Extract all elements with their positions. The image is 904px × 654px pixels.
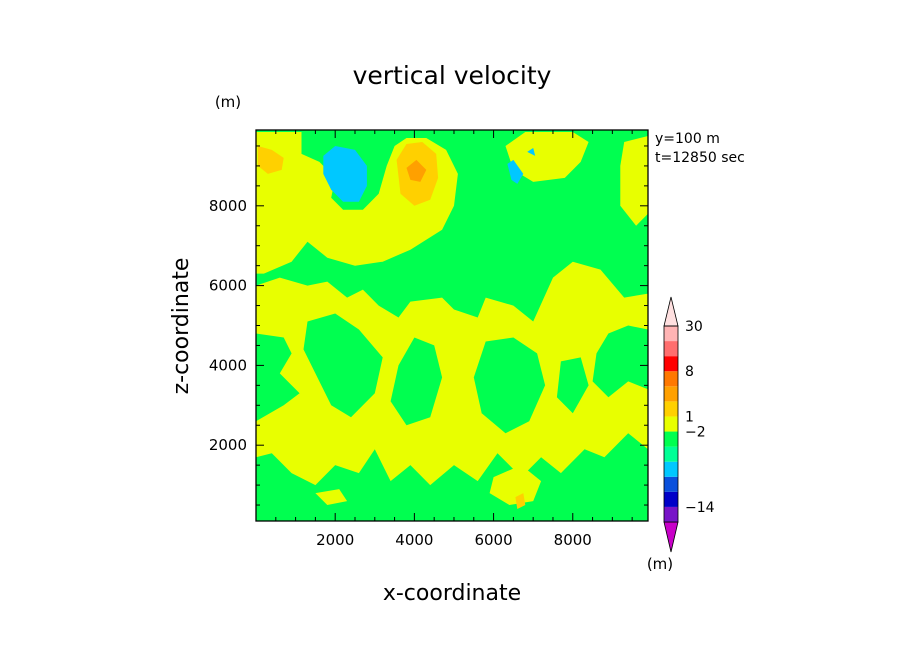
y-tick-label: 6000	[209, 277, 247, 295]
colorbar-band	[664, 491, 678, 507]
colorbar-label: 8	[685, 364, 694, 380]
colorbar-band	[664, 401, 678, 417]
contour-region-1	[256, 132, 260, 134]
plot-area: 2000 4000 6000 8000 2000 4000 6000 8000	[209, 129, 649, 549]
colorbar-unit-label: (m)	[647, 555, 673, 573]
colorbar-label: 1	[685, 409, 694, 425]
contour-region-18	[527, 148, 536, 156]
contour-region-5	[303, 313, 383, 418]
colorbar-band	[664, 341, 678, 357]
contour-region-9	[256, 473, 648, 521]
x-axis: 2000 4000 6000 8000	[275, 130, 633, 549]
contour-regions	[256, 132, 648, 521]
x-axis-title: x-coordinate	[383, 581, 521, 606]
contour-region-17	[507, 159, 524, 184]
y-tick-label: 2000	[209, 436, 247, 454]
colorbar-frame	[663, 325, 679, 523]
y-tick-label: 8000	[209, 197, 247, 215]
colorbar-band	[664, 461, 678, 477]
y-unit-label: (m)	[215, 93, 241, 111]
colorbar-band	[664, 371, 678, 387]
contour-region-6	[390, 337, 443, 426]
x-tick-label: 6000	[474, 531, 512, 549]
colorbar-label: −14	[685, 500, 715, 516]
contour-region-15	[515, 493, 526, 509]
colorbar-band	[664, 476, 678, 492]
contour-region-12	[258, 146, 284, 174]
colorbar-band	[664, 416, 678, 432]
x-tick-label: 8000	[554, 531, 592, 549]
colorbar-arrow-low	[663, 521, 679, 553]
colorbar-band	[664, 431, 678, 447]
colorbar-band	[664, 326, 678, 342]
colorbar-band	[664, 506, 678, 522]
contour-region-10	[489, 465, 542, 505]
colorbar-band	[664, 386, 678, 402]
contour-region-3	[620, 136, 648, 226]
x-tick-label: 2000	[316, 531, 354, 549]
x-tick-label: 4000	[395, 531, 433, 549]
colorbar-label: −2	[685, 425, 706, 441]
y-tick-label: 4000	[209, 356, 247, 374]
y-axis: 2000 4000 6000 8000	[209, 145, 648, 506]
colorbar: 30 8 1−2 −14	[663, 296, 715, 553]
colorbar-arrow-high	[663, 296, 679, 327]
colorbar-band	[664, 356, 678, 372]
annotation-y-position: y=100 m	[655, 131, 720, 147]
y-axis-title: z-coordinate	[169, 258, 194, 395]
contour-region-4	[256, 261, 648, 486]
contour-region-16	[323, 146, 367, 202]
contour-region-14	[406, 159, 427, 182]
colorbar-label: 30	[685, 319, 703, 335]
annotation-time: t=12850 sec	[655, 150, 745, 166]
colorbar-band	[664, 446, 678, 462]
contour-region-11	[315, 489, 348, 505]
contour-region-2	[505, 132, 589, 182]
contour-region-8	[556, 357, 589, 414]
chart-title: vertical velocity	[353, 61, 552, 90]
contour-region-7	[473, 337, 546, 434]
